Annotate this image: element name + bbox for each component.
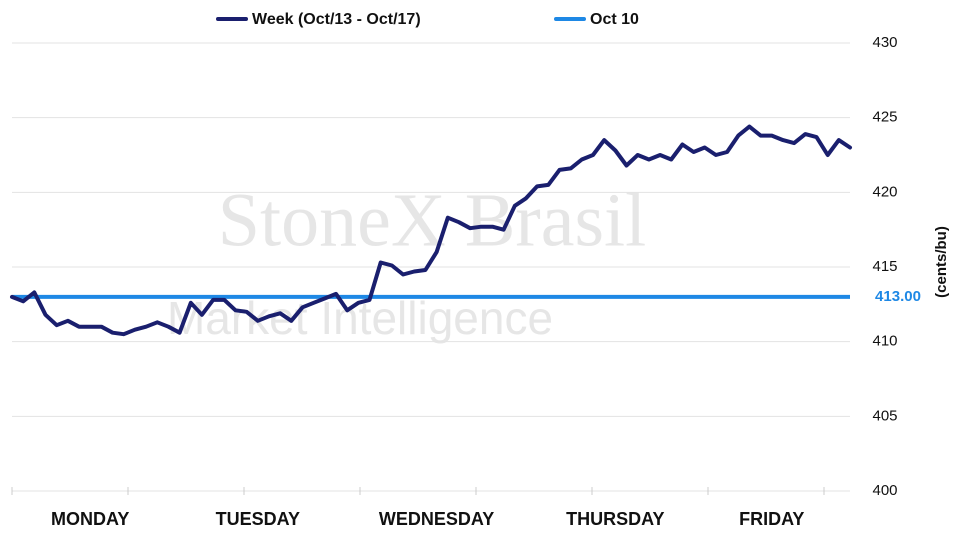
watermark-brand: StoneX Brasil bbox=[218, 178, 647, 262]
y-tick-label: 425 bbox=[872, 109, 897, 126]
y-axis-label: (cents/bu) bbox=[933, 226, 950, 298]
y-tick-label: 405 bbox=[872, 407, 897, 424]
x-tick-label: TUESDAY bbox=[216, 509, 300, 529]
x-tick-label: MONDAY bbox=[51, 509, 129, 529]
y-tick-label: 400 bbox=[872, 482, 897, 499]
legend-label: Week (Oct/13 - Oct/17) bbox=[252, 11, 421, 28]
series-line bbox=[10, 124, 852, 337]
y-tick-label: 430 bbox=[872, 34, 897, 51]
y-tick-label: 420 bbox=[872, 183, 897, 200]
x-tick-label: FRIDAY bbox=[739, 509, 804, 529]
legend-label: Oct 10 bbox=[590, 11, 639, 28]
reference-label: 413.00 bbox=[875, 288, 921, 305]
y-tick-label: 410 bbox=[872, 333, 897, 350]
y-tick-label: 415 bbox=[872, 258, 897, 275]
x-tick-label: THURSDAY bbox=[566, 509, 664, 529]
x-tick-label: WEDNESDAY bbox=[379, 509, 494, 529]
